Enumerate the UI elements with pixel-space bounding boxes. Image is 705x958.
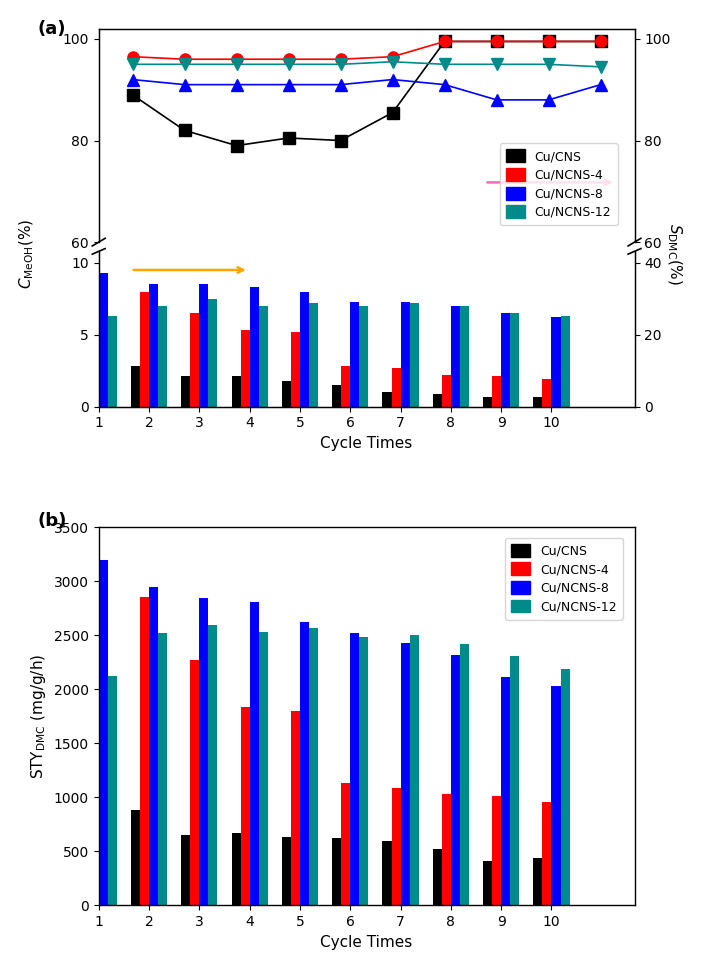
Bar (410, 303, 419, 406)
Bar (282, 836, 291, 905)
Bar (80, 694, 90, 905)
Bar (282, 380, 291, 406)
Bar (309, 628, 318, 905)
Bar (391, 787, 400, 905)
Bar (200, 598, 209, 905)
Bar (510, 656, 520, 905)
Bar (492, 796, 501, 905)
Bar (149, 285, 158, 406)
Bar (200, 285, 209, 406)
Bar (209, 625, 217, 905)
Bar (400, 643, 410, 905)
Bar (534, 397, 542, 406)
Bar (332, 385, 341, 406)
Bar (309, 303, 318, 406)
Bar (501, 677, 510, 905)
Legend: Cu/CNS, Cu/NCNS-4, Cu/NCNS-8, Cu/NCNS-12: Cu/CNS, Cu/NCNS-4, Cu/NCNS-8, Cu/NCNS-12 (500, 144, 618, 225)
Bar (433, 849, 442, 905)
Bar (483, 397, 492, 406)
Bar (350, 633, 360, 905)
Bar (131, 366, 140, 406)
Bar (542, 802, 551, 905)
Y-axis label: $\rm STY_{DMC}$ (mg/g/h): $\rm STY_{DMC}$ (mg/g/h) (30, 653, 49, 779)
Bar (360, 306, 368, 406)
Text: (b): (b) (37, 513, 66, 531)
Bar (410, 635, 419, 905)
Bar (240, 707, 250, 905)
Bar (250, 287, 259, 406)
Bar (460, 644, 469, 905)
Bar (108, 316, 117, 406)
Bar (360, 636, 368, 905)
Bar (451, 655, 460, 905)
Bar (90, 564, 99, 905)
Bar (382, 392, 391, 406)
Bar (400, 302, 410, 406)
Bar (560, 316, 570, 406)
Bar (341, 784, 350, 905)
Bar (80, 316, 90, 406)
Bar (492, 376, 501, 406)
Bar (350, 302, 360, 406)
Bar (108, 676, 117, 905)
Bar (140, 597, 149, 905)
Bar (300, 291, 309, 406)
Bar (181, 376, 190, 406)
Bar (90, 285, 99, 406)
Bar (231, 833, 240, 905)
Bar (291, 711, 300, 905)
Bar (99, 559, 108, 905)
Bar (460, 306, 469, 406)
Bar (510, 313, 520, 406)
Bar (534, 857, 542, 905)
Bar (442, 793, 451, 905)
Bar (391, 368, 400, 406)
Bar (551, 686, 560, 905)
Bar (259, 306, 268, 406)
X-axis label: Cycle Times: Cycle Times (321, 436, 412, 451)
Bar (501, 313, 510, 406)
Bar (433, 394, 442, 406)
Bar (181, 835, 190, 905)
Text: $C_{\rm MeOH}$(%): $C_{\rm MeOH}$(%) (18, 218, 36, 289)
Bar (291, 331, 300, 406)
Bar (149, 587, 158, 905)
Bar (442, 375, 451, 406)
X-axis label: Cycle Times: Cycle Times (321, 935, 412, 949)
Bar (240, 331, 250, 406)
Bar (451, 306, 460, 406)
Bar (250, 602, 259, 905)
Text: $S_{\rm DMC}$(%): $S_{\rm DMC}$(%) (666, 223, 684, 285)
Bar (190, 660, 200, 905)
Bar (560, 670, 570, 905)
Bar (158, 306, 167, 406)
Bar (190, 313, 200, 406)
Bar (259, 632, 268, 905)
Bar (341, 366, 350, 406)
Legend: Cu/CNS, Cu/NCNS-4, Cu/NCNS-8, Cu/NCNS-12: Cu/CNS, Cu/NCNS-4, Cu/NCNS-8, Cu/NCNS-12 (505, 537, 623, 620)
Text: (a): (a) (37, 20, 66, 38)
Bar (158, 633, 167, 905)
Bar (332, 838, 341, 905)
Bar (131, 810, 140, 905)
Bar (140, 291, 149, 406)
Bar (483, 860, 492, 905)
Bar (209, 299, 217, 406)
Bar (231, 376, 240, 406)
Bar (382, 840, 391, 905)
Bar (542, 379, 551, 406)
Bar (300, 623, 309, 905)
Bar (99, 273, 108, 406)
Bar (551, 317, 560, 406)
